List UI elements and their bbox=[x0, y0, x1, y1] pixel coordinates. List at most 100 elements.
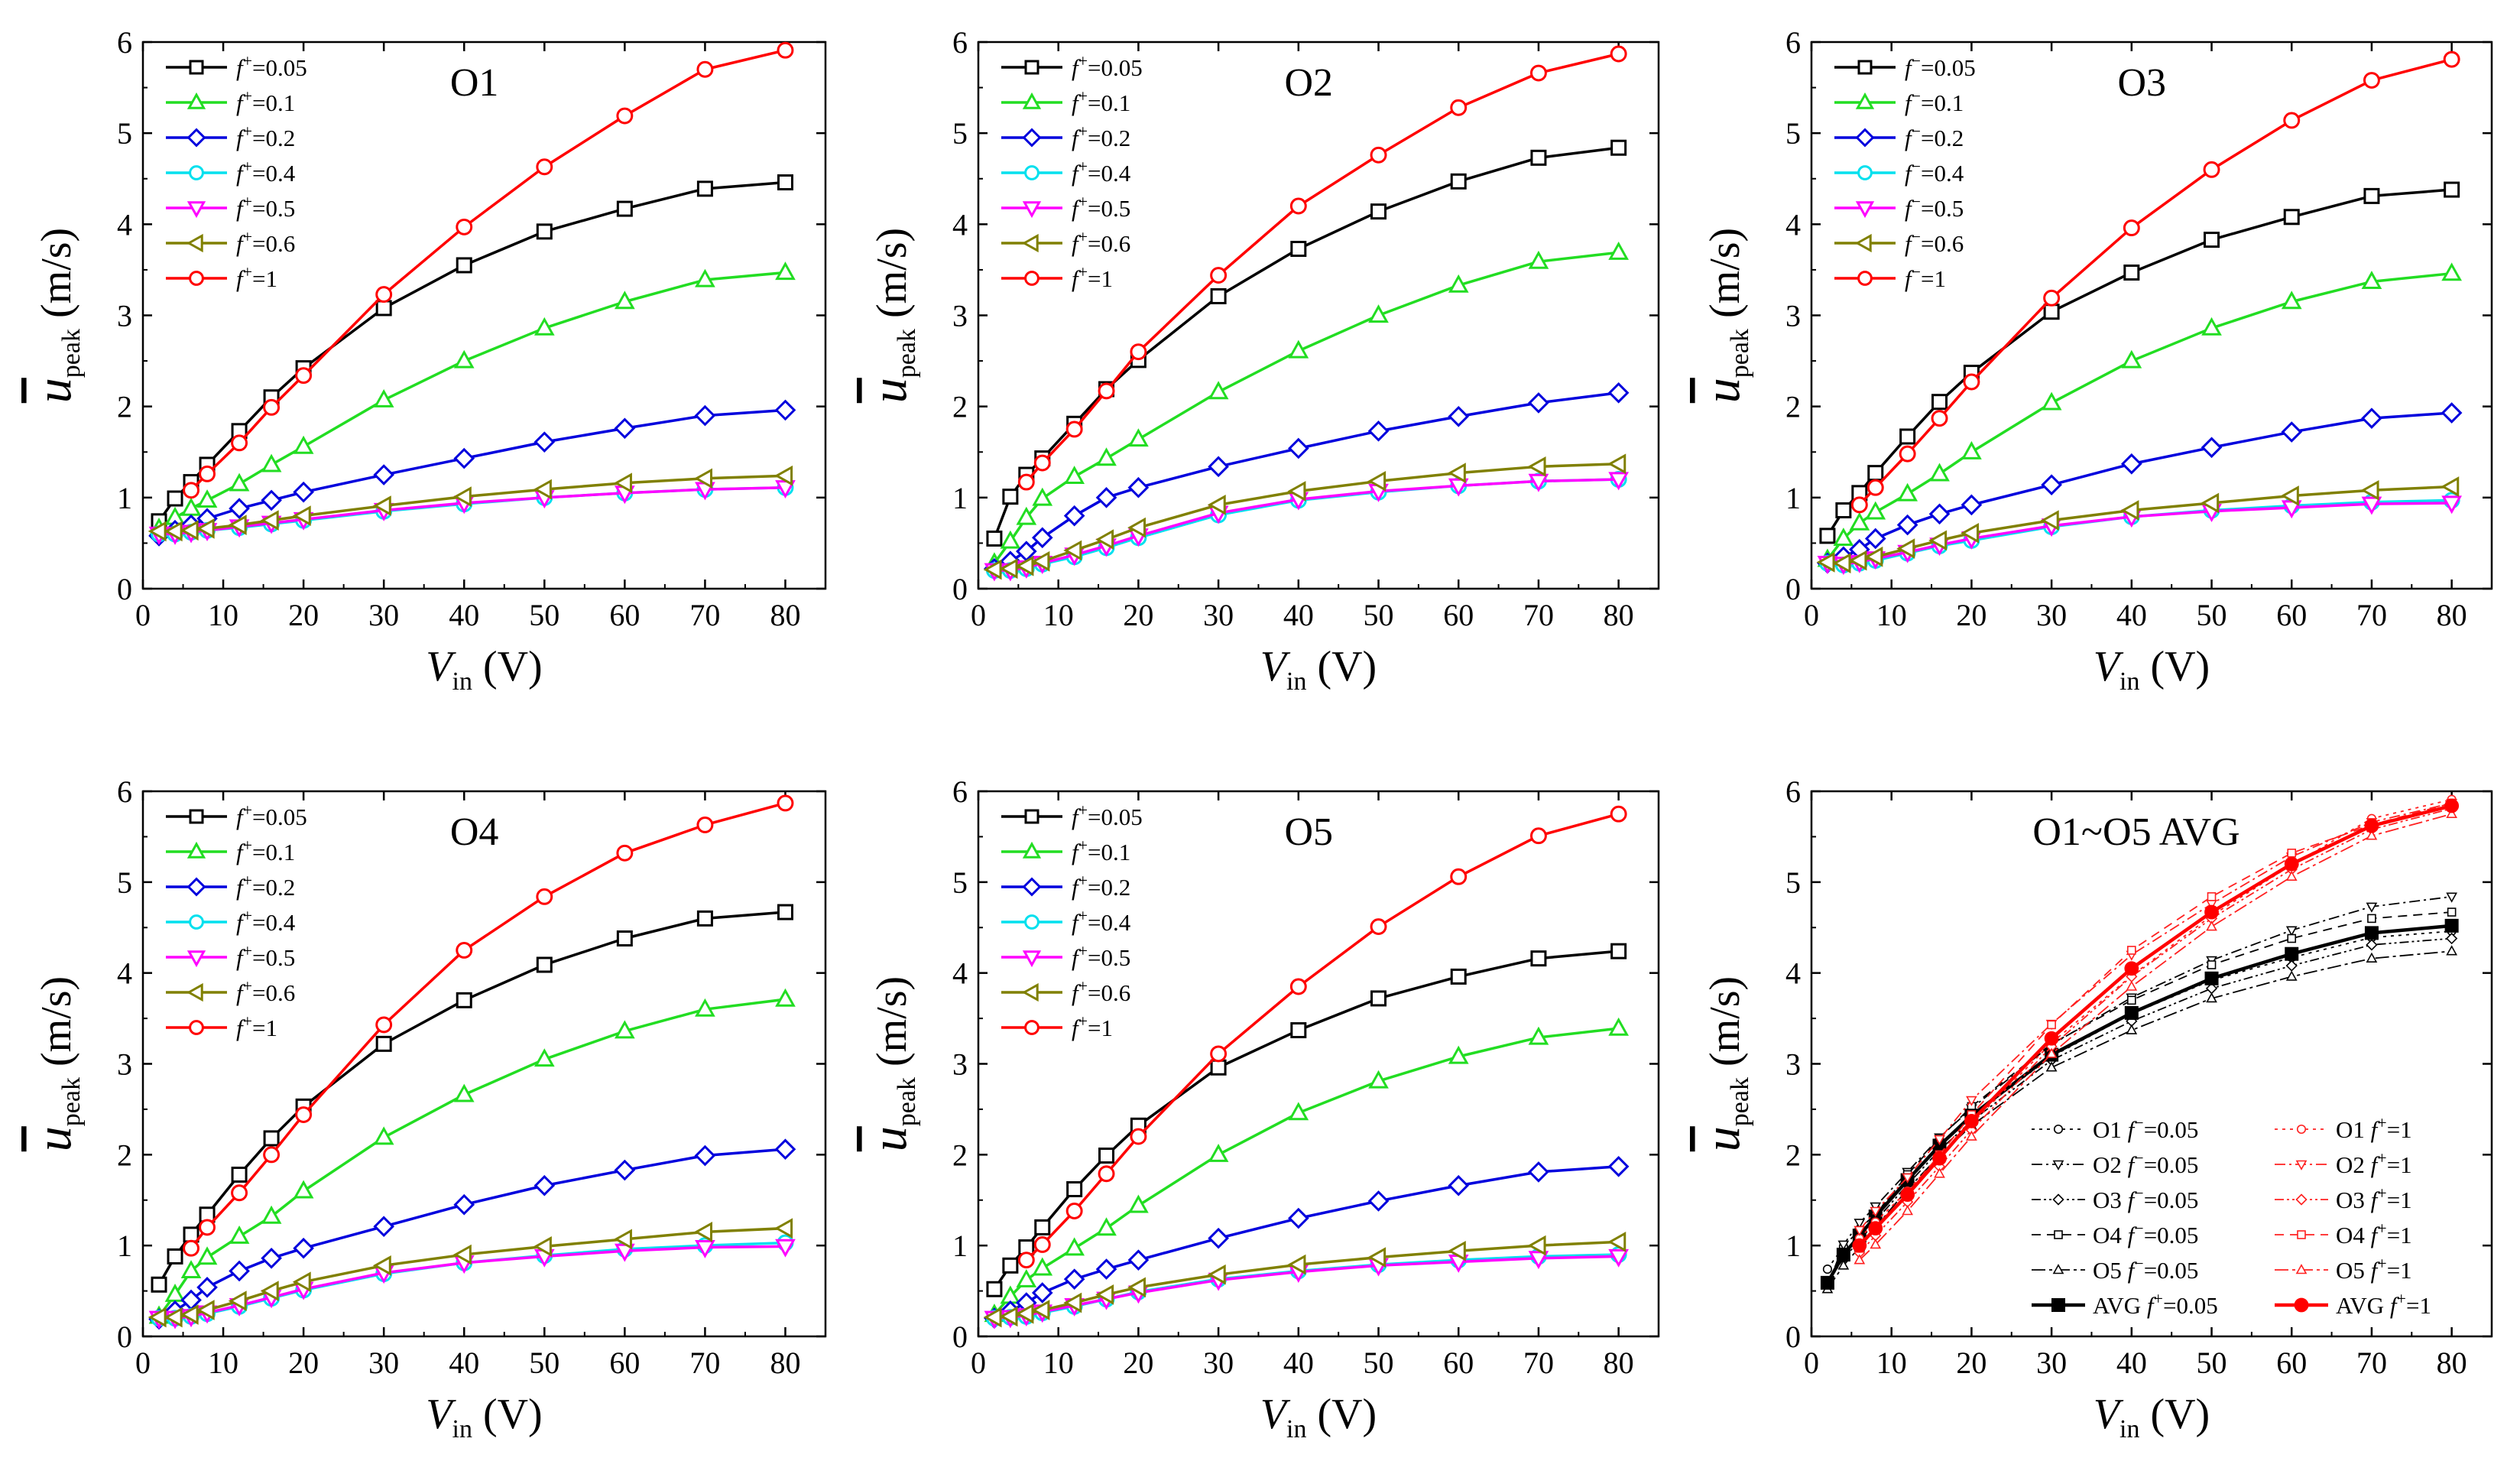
data-point bbox=[196, 489, 218, 508]
data-point bbox=[1610, 45, 1627, 63]
series-line bbox=[1859, 802, 2452, 1231]
data-point bbox=[229, 1260, 250, 1282]
data-point bbox=[2446, 892, 2458, 903]
legend-label: O5 f+=1 bbox=[2336, 1254, 2412, 1284]
legend-marker bbox=[186, 201, 206, 219]
y-tick-label: 2 bbox=[1785, 390, 1801, 424]
data-point bbox=[1929, 463, 1950, 482]
series-f-0-5 bbox=[1817, 495, 2463, 576]
y-tick-label: 5 bbox=[1785, 865, 1801, 900]
data-point bbox=[2366, 830, 2378, 840]
data-point bbox=[1528, 392, 1549, 414]
data-point bbox=[777, 174, 793, 191]
data-point bbox=[1850, 496, 1868, 514]
x-tick-label: 80 bbox=[770, 1346, 800, 1380]
y-axis-label: upeak (m/s) bbox=[26, 976, 86, 1151]
legend-marker bbox=[2295, 1193, 2308, 1206]
y-tick-label: 1 bbox=[117, 481, 132, 515]
legend-marker bbox=[2052, 1193, 2064, 1206]
data-point bbox=[167, 1248, 183, 1265]
data-point bbox=[2123, 264, 2140, 281]
data-point bbox=[1095, 1284, 1114, 1305]
y-tick-label: 1 bbox=[117, 1229, 132, 1263]
data-point bbox=[229, 472, 250, 492]
data-point bbox=[2360, 479, 2379, 501]
data-point bbox=[1837, 1259, 1850, 1270]
data-point bbox=[1849, 511, 1870, 531]
data-point bbox=[261, 489, 282, 511]
data-point bbox=[999, 1306, 1018, 1327]
data-point bbox=[261, 1205, 282, 1224]
data-point bbox=[2207, 892, 2217, 901]
legend-label: O3 f+=1 bbox=[2336, 1183, 2412, 1213]
data-point bbox=[1934, 1135, 1945, 1146]
data-point bbox=[777, 904, 793, 920]
panel-title: O2 bbox=[1285, 61, 1334, 105]
legend-marker bbox=[186, 841, 206, 859]
y-tick-label: 2 bbox=[952, 390, 968, 424]
data-point bbox=[1854, 1254, 1866, 1265]
data-point bbox=[1016, 1268, 1037, 1287]
series-line bbox=[994, 1240, 1619, 1319]
data-point bbox=[164, 1307, 183, 1328]
x-tick-label: 80 bbox=[2437, 598, 2467, 632]
data-point bbox=[375, 286, 393, 304]
x-tick-label: 10 bbox=[1876, 1346, 1907, 1380]
data-point bbox=[2444, 918, 2459, 933]
y-tick-label: 0 bbox=[1785, 1320, 1801, 1354]
legend-marker bbox=[186, 233, 203, 253]
data-point bbox=[1822, 1265, 1832, 1274]
data-point bbox=[453, 447, 475, 469]
series-f-0-6 bbox=[1816, 476, 2460, 573]
data-point bbox=[2361, 407, 2382, 429]
series-f-0-1 bbox=[148, 988, 796, 1324]
data-point bbox=[1450, 968, 1467, 985]
y-tick-label: 5 bbox=[952, 865, 968, 900]
x-tick-label: 20 bbox=[288, 598, 319, 632]
legend-marker bbox=[189, 1020, 204, 1035]
data-point bbox=[2121, 349, 2142, 368]
data-point bbox=[2366, 952, 2378, 963]
data-point bbox=[1098, 1165, 1115, 1183]
data-point bbox=[456, 257, 472, 274]
data-point bbox=[2203, 161, 2220, 178]
data-point bbox=[456, 942, 473, 959]
data-point bbox=[2361, 271, 2382, 290]
x-tick-label: 30 bbox=[1203, 598, 1234, 632]
y-tick-label: 6 bbox=[117, 774, 132, 809]
data-point bbox=[536, 888, 553, 905]
x-tick-label: 70 bbox=[1523, 598, 1554, 632]
data-point bbox=[614, 1020, 635, 1039]
data-point bbox=[2367, 914, 2376, 924]
data-point bbox=[2364, 818, 2379, 833]
series-line bbox=[159, 485, 786, 536]
data-point bbox=[1608, 241, 1630, 260]
data-point bbox=[2441, 476, 2460, 497]
data-point bbox=[986, 1281, 1003, 1297]
legend-marker bbox=[2295, 1160, 2308, 1170]
data-point bbox=[1931, 410, 1948, 427]
data-point bbox=[1836, 1248, 1850, 1262]
data-point bbox=[1017, 473, 1035, 491]
panel-title: O5 bbox=[1285, 810, 1334, 854]
data-point bbox=[2366, 939, 2378, 951]
data-point bbox=[292, 1271, 311, 1293]
data-point bbox=[534, 1174, 556, 1196]
data-point bbox=[2045, 1047, 2058, 1058]
legend-label: f+=0.4 bbox=[1072, 157, 1131, 187]
data-point bbox=[151, 1276, 167, 1293]
data-point bbox=[1448, 274, 1469, 293]
data-point bbox=[2280, 485, 2299, 506]
data-point bbox=[1868, 1221, 1883, 1235]
x-tick-label: 60 bbox=[1443, 598, 1474, 632]
data-point bbox=[1865, 501, 1886, 520]
data-point bbox=[453, 349, 475, 368]
y-tick-label: 2 bbox=[117, 390, 132, 424]
series-f-0-6 bbox=[148, 1218, 793, 1328]
data-point bbox=[1835, 502, 1852, 519]
data-point bbox=[228, 1291, 247, 1312]
data-point bbox=[536, 223, 553, 240]
chart-panel-o1-o5-avg: 0 10 20 30 40 50 60 70 80 0 1 2 3 4 5 6 Vin (V) upeak (m/… bbox=[1695, 774, 2493, 1443]
data-point bbox=[183, 1239, 199, 1257]
series-line bbox=[1858, 804, 2453, 1247]
